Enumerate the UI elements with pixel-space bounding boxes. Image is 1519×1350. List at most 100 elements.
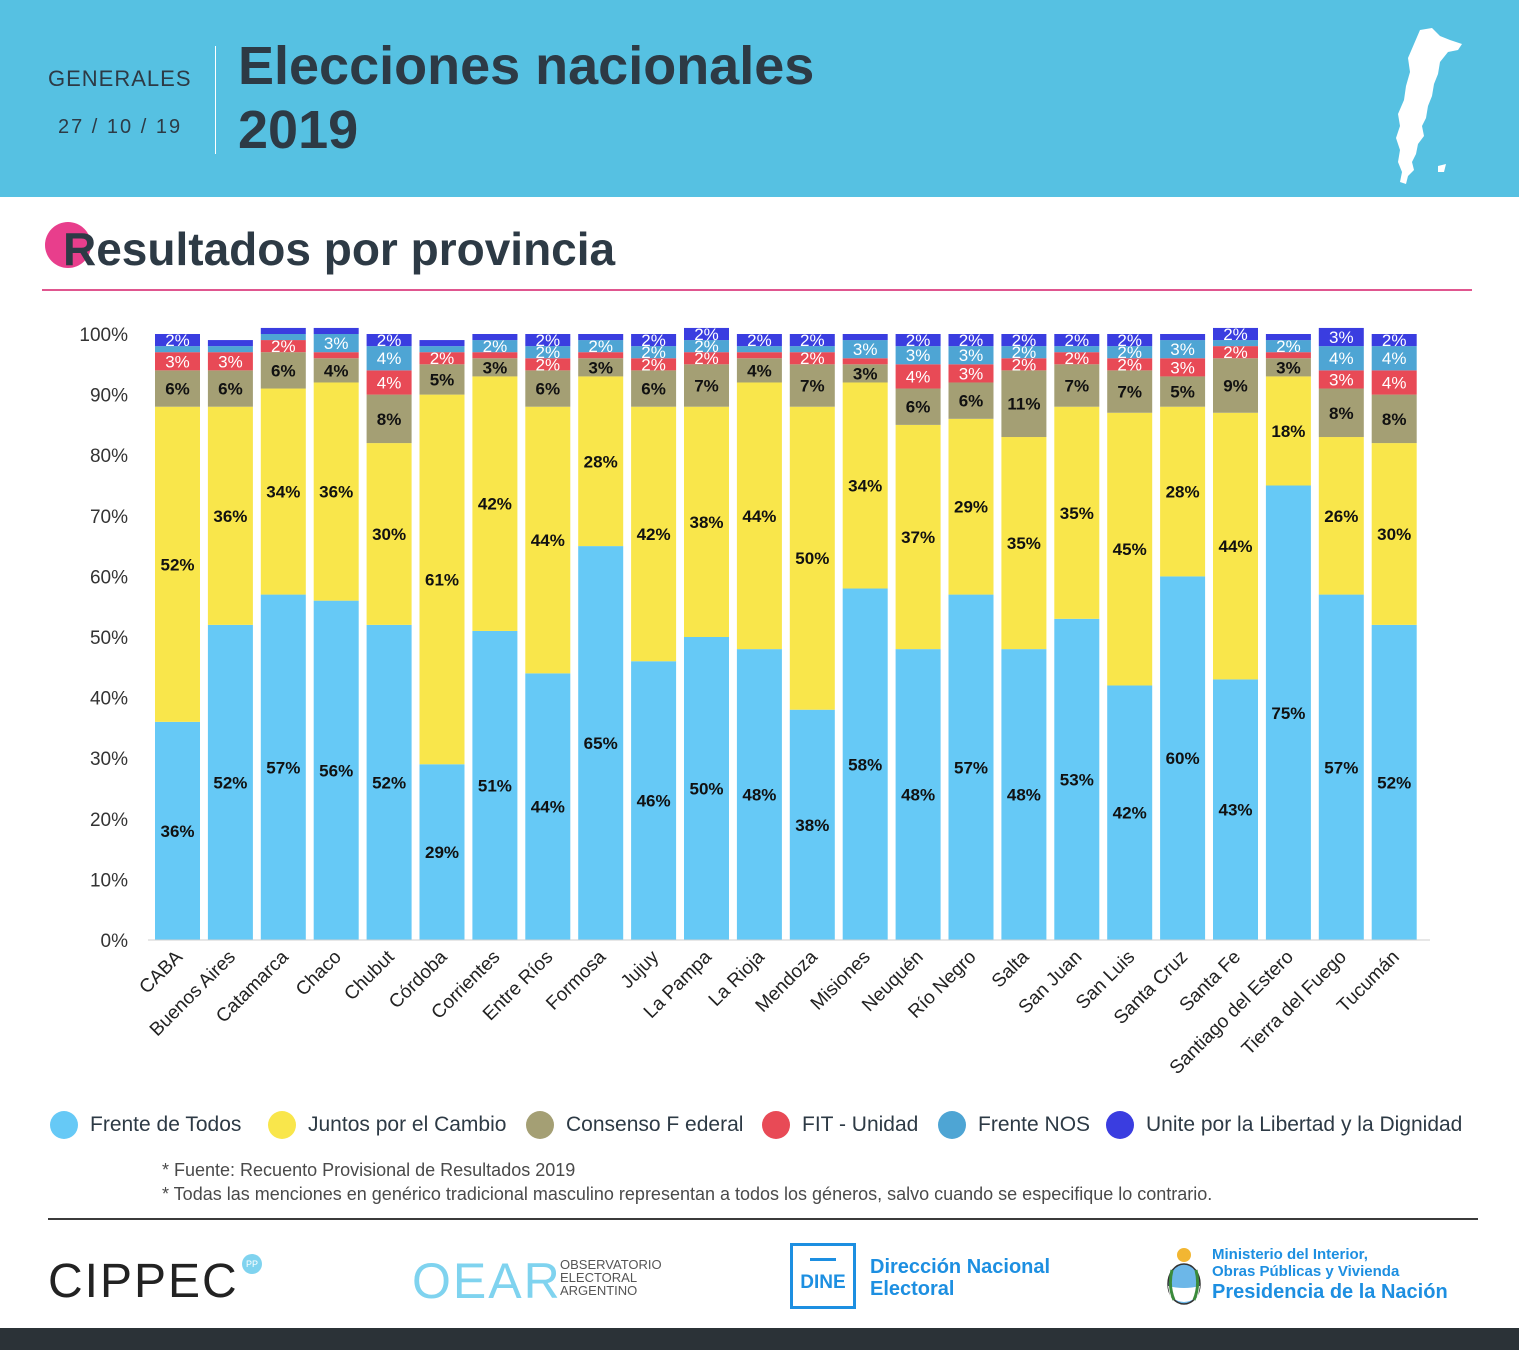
bar-segment <box>842 334 888 341</box>
bar-segment <box>525 673 571 940</box>
bar-segment <box>1001 370 1047 438</box>
bar-segment <box>1107 370 1153 413</box>
bar-segment <box>1265 358 1311 377</box>
data-label: 48% <box>1007 786 1041 805</box>
bar-segment <box>525 370 571 407</box>
page-title: Elecciones nacionales 2019 <box>238 34 1138 162</box>
national-shield-icon <box>1167 1248 1201 1305</box>
legend-item: FIT - Unidad <box>762 1108 918 1142</box>
data-label: 48% <box>742 786 776 805</box>
dine-name-line: Electoral <box>870 1278 955 1300</box>
bar-segment <box>207 624 253 940</box>
bar-segment <box>1265 340 1311 353</box>
data-label: 44% <box>1218 537 1252 556</box>
bar-segment <box>525 346 571 359</box>
bar-segment <box>895 388 941 425</box>
bar-segment <box>1001 358 1047 371</box>
bar-segment <box>842 382 888 589</box>
bar-segment <box>842 364 888 383</box>
y-tick-label: 100% <box>79 325 128 346</box>
bar-segment <box>1371 346 1417 371</box>
dine-name: Dirección Nacional Electoral <box>870 1256 1050 1300</box>
bar-segment <box>155 721 200 940</box>
bar-segment <box>736 358 782 383</box>
bar-segment <box>736 346 782 353</box>
data-label: 46% <box>637 792 671 811</box>
data-label: 4% <box>906 367 931 386</box>
bar-segment <box>1213 327 1258 341</box>
data-label: 44% <box>531 531 565 550</box>
data-label: 3% <box>1329 370 1354 389</box>
bar-segment <box>684 327 729 341</box>
oear-logo: OEAR <box>412 1253 562 1309</box>
page-title-line-1: Elecciones nacionales <box>238 36 815 96</box>
data-label: 58% <box>848 755 882 774</box>
bar-segment <box>948 334 994 347</box>
bar-segment <box>1001 649 1047 940</box>
bar-segment <box>1160 376 1206 407</box>
bar-segment <box>842 358 888 365</box>
dine-logo-bar <box>810 1258 836 1261</box>
bar-segment <box>895 424 941 650</box>
ministerio-name: Ministerio del Interior, Obras Públicas … <box>1212 1246 1448 1304</box>
data-label: 43% <box>1218 801 1252 820</box>
bar-segment <box>578 376 624 547</box>
legend-item: Frente de Todos <box>50 1108 241 1142</box>
bar-segment <box>1213 346 1258 359</box>
bar-segment <box>1371 334 1417 347</box>
data-label: 2% <box>1382 331 1407 350</box>
bar-segment <box>260 334 306 341</box>
data-label: 36% <box>160 822 194 841</box>
data-label: 7% <box>1117 383 1142 402</box>
bar-segment <box>736 382 782 650</box>
bar-segment <box>207 346 253 353</box>
data-label: 30% <box>1377 525 1411 544</box>
bar-segment <box>419 340 465 347</box>
data-label: 3% <box>218 352 243 371</box>
data-label: 2% <box>800 331 825 350</box>
y-tick-label: 40% <box>90 689 128 710</box>
oear-sub-line: OBSERVATORIO <box>560 1257 662 1272</box>
data-label: 37% <box>901 528 935 547</box>
data-label: 2% <box>1117 355 1142 374</box>
bar-segment <box>419 394 465 765</box>
data-label: 35% <box>1060 504 1094 523</box>
data-label: 3% <box>853 364 878 383</box>
bar-segment <box>1371 624 1417 940</box>
data-label: 3% <box>906 346 931 365</box>
bar-segment <box>631 346 677 359</box>
bar-segment <box>631 358 677 371</box>
y-tick-label: 20% <box>90 810 128 831</box>
legend-swatch <box>1106 1111 1134 1139</box>
x-tick-label: Jujuy <box>617 946 664 993</box>
bar-segment <box>366 370 412 395</box>
bar-segment <box>1265 485 1311 940</box>
bar-segment <box>366 624 412 940</box>
bar-segment <box>1054 334 1100 347</box>
data-label: 2% <box>536 343 561 362</box>
bar-segment <box>1265 352 1311 359</box>
data-label: 6% <box>218 380 243 399</box>
data-label: 61% <box>425 570 459 589</box>
data-label: 6% <box>641 380 666 399</box>
data-label: 38% <box>689 513 723 532</box>
legend-label: Frente de Todos <box>90 1113 242 1136</box>
dine-logo: DINE <box>790 1243 856 1309</box>
ministerio-line: Ministerio del Interior, <box>1212 1246 1368 1263</box>
bar-segment <box>1160 340 1206 359</box>
election-date: 27 / 10 / 19 <box>58 116 183 138</box>
data-label: 2% <box>1065 349 1090 368</box>
data-label: 29% <box>954 498 988 517</box>
dine-name-line: Dirección Nacional <box>870 1256 1051 1278</box>
bar-segment <box>525 358 571 371</box>
bar-segment <box>366 346 412 371</box>
data-label: 65% <box>584 734 618 753</box>
bar-segment <box>1318 594 1364 940</box>
section-accent-dot <box>45 222 91 268</box>
bar-segment <box>631 406 677 662</box>
data-label: 57% <box>954 758 988 777</box>
data-label: 9% <box>1223 377 1248 396</box>
y-tick-label: 10% <box>90 870 128 891</box>
bar-segment <box>948 346 994 365</box>
data-label: 34% <box>266 483 300 502</box>
